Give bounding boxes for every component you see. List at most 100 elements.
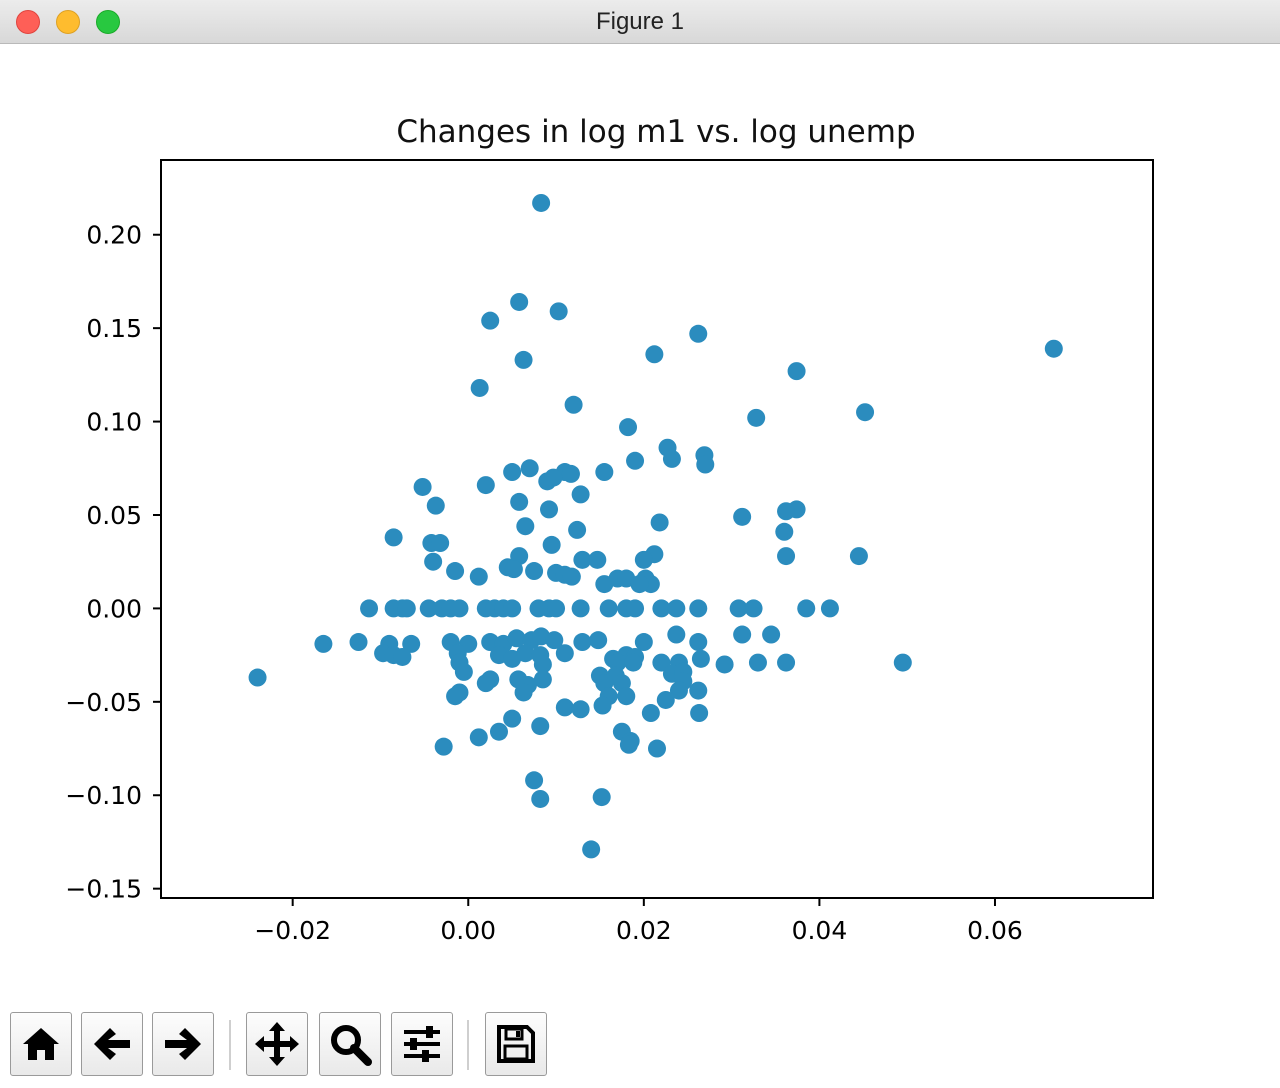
scatter-point <box>562 567 581 586</box>
scatter-point <box>516 517 535 536</box>
scatter-point <box>545 631 564 650</box>
scatter-point <box>592 788 611 807</box>
scatter-point <box>689 633 708 652</box>
scatter-point <box>689 681 708 700</box>
scatter-point <box>419 599 438 618</box>
scatter-point <box>762 625 781 644</box>
scatter-point <box>503 599 522 618</box>
scatter-point <box>360 599 379 618</box>
scatter-point <box>469 567 488 586</box>
window-titlebar: Figure 1 <box>0 0 1280 44</box>
scatter-point <box>1044 339 1063 358</box>
y-tick-label: −0.15 <box>65 875 142 904</box>
x-tick-label: 0.06 <box>967 916 1023 945</box>
scatter-point <box>397 599 416 618</box>
configure-subplots-button[interactable] <box>391 1012 453 1076</box>
y-tick-label: 0.00 <box>86 594 142 623</box>
scatter-point <box>531 717 550 736</box>
scatter-point <box>634 633 653 652</box>
scatter-point <box>777 547 796 566</box>
floppy-disk-icon <box>497 1025 535 1063</box>
scatter-point <box>431 534 450 553</box>
scatter-point <box>525 562 544 581</box>
move-icon <box>255 1022 299 1066</box>
scatter-point <box>662 449 681 468</box>
scatter-point <box>748 653 767 672</box>
navigation-toolbar <box>0 1008 1280 1088</box>
chart-title: Changes in log m1 vs. log unemp <box>396 114 915 150</box>
scatter-point <box>656 690 675 709</box>
scatter-point <box>747 408 766 427</box>
scatter-point <box>481 633 500 652</box>
scatter-point <box>516 644 535 663</box>
scatter-point <box>820 599 839 618</box>
scatter-point <box>446 687 465 706</box>
scatter-point <box>454 662 473 681</box>
minimize-window-button[interactable] <box>56 10 80 34</box>
window-title: Figure 1 <box>595 8 685 35</box>
scatter-point <box>314 634 333 653</box>
zoom-button[interactable] <box>319 1012 381 1076</box>
scatter-point <box>777 653 796 672</box>
scatter-point <box>619 418 638 437</box>
back-button[interactable] <box>81 1012 143 1076</box>
scatter-point <box>540 500 559 519</box>
zoom-window-button[interactable] <box>96 10 120 34</box>
scatter-point <box>691 649 710 668</box>
scatter-point <box>507 629 526 648</box>
scatter-point <box>555 698 574 717</box>
scatter-point <box>555 644 574 663</box>
scatter-point <box>393 647 412 666</box>
close-window-button[interactable] <box>16 10 40 34</box>
scatter-point <box>733 625 752 644</box>
scatter-point <box>787 362 806 381</box>
scatter-point <box>503 463 522 482</box>
scatter-point <box>667 625 686 644</box>
scatter-point <box>593 696 612 715</box>
scatter-point <box>669 681 688 700</box>
home-button[interactable] <box>10 1012 72 1076</box>
scatter-point <box>476 476 495 495</box>
scatter-point <box>648 739 666 758</box>
scatter-point <box>733 507 752 526</box>
scatter-point <box>549 302 568 321</box>
y-tick-label: 0.15 <box>86 314 142 343</box>
save-button[interactable] <box>485 1012 547 1076</box>
scatter-point <box>589 631 608 650</box>
forward-button[interactable] <box>152 1012 214 1076</box>
scatter-point <box>775 522 794 541</box>
y-tick-label: −0.10 <box>65 781 142 810</box>
scatter-point <box>510 492 529 511</box>
scatter-point <box>849 547 868 566</box>
scatter-point <box>689 324 708 343</box>
x-tick-label: 0.02 <box>616 916 672 945</box>
y-tick-label: 0.20 <box>86 221 142 250</box>
plot-area <box>160 159 1154 899</box>
scatter-point <box>469 728 488 747</box>
scatter-point <box>561 464 580 483</box>
scatter-point <box>544 468 563 487</box>
scatter-point <box>571 700 590 719</box>
sliders-icon <box>404 1026 440 1062</box>
magnifier-icon <box>331 1025 372 1066</box>
scatter-point <box>481 311 500 330</box>
scatter-point <box>510 292 529 311</box>
scatter-point <box>533 670 552 689</box>
scatter-point <box>489 722 508 741</box>
scatter-point <box>520 459 539 478</box>
arrow-right-icon <box>165 1028 201 1060</box>
pan-button[interactable] <box>246 1012 308 1076</box>
scatter-point <box>402 634 421 653</box>
scatter-point <box>595 463 614 482</box>
scatter-point <box>626 599 645 618</box>
scatter-point <box>568 520 587 539</box>
scatter-point <box>599 599 618 618</box>
scatter-point <box>617 687 636 706</box>
scatter-point <box>514 350 533 369</box>
arrow-left-icon <box>94 1028 130 1060</box>
scatter-point <box>650 513 669 532</box>
scatter-point <box>531 789 550 808</box>
scatter-point <box>573 633 592 652</box>
scatter-point <box>689 599 708 618</box>
scatter-point <box>542 535 561 554</box>
